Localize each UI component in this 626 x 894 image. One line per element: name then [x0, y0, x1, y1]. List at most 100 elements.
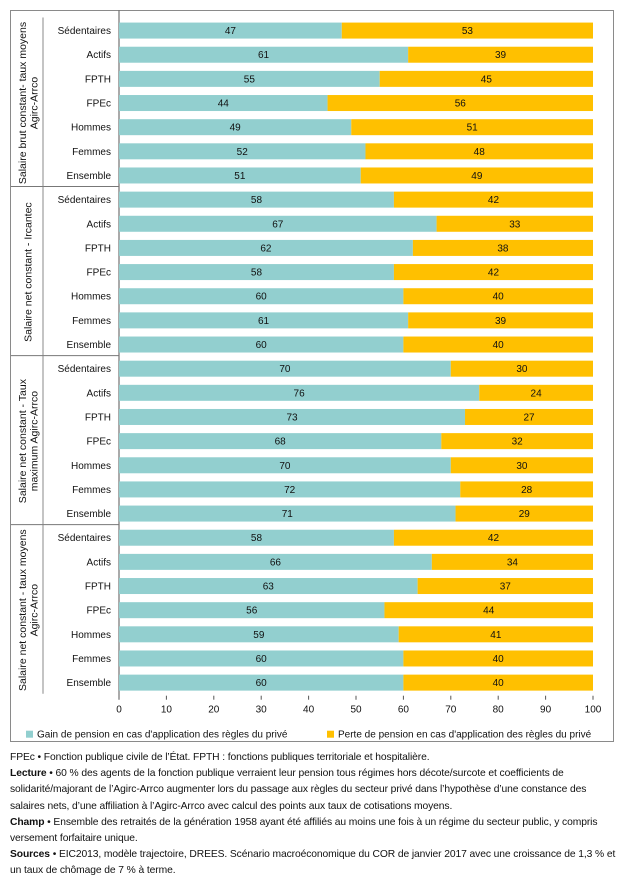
category-label: Hommes: [71, 123, 111, 134]
data-label-gain: 59: [253, 630, 265, 641]
data-label-perte: 53: [462, 26, 474, 37]
x-tick-label: 30: [256, 705, 268, 716]
category-label: Actifs: [87, 50, 111, 61]
category-label: FPEc: [87, 268, 111, 279]
note-lecture-text: • 60 % des agents de la fonction publiqu…: [10, 768, 587, 812]
bar-gain: [119, 22, 342, 39]
data-label-gain: 47: [225, 26, 237, 37]
bar-gain: [119, 215, 437, 232]
x-tick-label: 80: [493, 705, 505, 716]
bar-perte: [351, 119, 593, 136]
bar-gain: [119, 626, 399, 643]
bar-gain: [119, 167, 361, 184]
data-label-perte: 39: [495, 50, 507, 61]
category-label: FPTH: [85, 582, 111, 593]
bar-gain: [119, 529, 394, 546]
bar-gain: [119, 674, 404, 691]
bar-perte: [450, 360, 593, 377]
x-tick-label: 0: [116, 705, 122, 716]
bar-perte: [479, 384, 593, 401]
bar-perte: [403, 336, 593, 353]
bar-gain: [119, 505, 456, 522]
bar-perte: [384, 602, 593, 619]
bar-perte: [327, 95, 593, 112]
data-label-gain: 68: [275, 437, 287, 448]
bar-perte: [365, 143, 593, 160]
category-label: Sédentaires: [58, 195, 111, 206]
category-label: Ensemble: [67, 340, 112, 351]
bar-gain: [119, 46, 409, 63]
data-label-gain: 70: [279, 461, 291, 472]
note-definitions: FPEc • Fonction publique civile de l’Éta…: [10, 752, 430, 763]
bar-gain: [119, 336, 404, 353]
category-label: FPEc: [87, 606, 111, 617]
category-label: Sédentaires: [58, 26, 111, 37]
note-champ-label: Champ: [10, 816, 45, 828]
bar-gain: [119, 578, 418, 595]
legend-label-perte: Perte de pension en cas d'application de…: [338, 730, 592, 741]
note-lecture: Lecture • 60 % des agents de la fonction…: [10, 766, 616, 815]
data-label-perte: 30: [516, 461, 528, 472]
data-label-perte: 41: [490, 630, 502, 641]
x-tick-label: 50: [350, 705, 362, 716]
data-label-perte: 37: [500, 582, 512, 593]
data-label-gain: 67: [272, 219, 284, 230]
bar-perte: [379, 70, 593, 87]
data-label-perte: 42: [488, 268, 500, 279]
bar-gain: [119, 95, 328, 112]
category-label: FPEc: [87, 99, 111, 110]
data-label-gain: 58: [251, 268, 263, 279]
data-label-gain: 76: [294, 388, 306, 399]
data-label-perte: 40: [493, 292, 505, 303]
data-label-perte: 42: [488, 533, 500, 544]
bar-gain: [119, 360, 451, 377]
legend-label-gain: Gain de pension en cas d'application des…: [37, 730, 288, 741]
bar-gain: [119, 312, 409, 329]
category-label: Ensemble: [67, 171, 112, 182]
note-sources: Sources • EIC2013, modèle trajectoire, D…: [10, 847, 616, 879]
bar-perte: [431, 553, 593, 570]
note-lecture-label: Lecture: [10, 768, 47, 780]
data-label-gain: 60: [256, 340, 268, 351]
category-label: Hommes: [71, 461, 111, 472]
bar-perte: [408, 46, 593, 63]
bar-perte: [412, 239, 593, 256]
data-label-gain: 66: [270, 557, 282, 568]
x-tick-label: 70: [445, 705, 457, 716]
bar-gain: [119, 119, 352, 136]
data-label-gain: 55: [244, 74, 256, 85]
data-label-perte: 38: [497, 243, 509, 254]
x-tick-label: 90: [540, 705, 552, 716]
note-sources-label: Sources: [10, 849, 50, 861]
bar-gain: [119, 191, 394, 208]
category-label: FPEc: [87, 437, 111, 448]
bar-perte: [455, 505, 593, 522]
data-label-perte: 48: [474, 147, 486, 158]
bar-gain: [119, 239, 413, 256]
data-label-perte: 29: [519, 509, 531, 520]
data-label-gain: 63: [263, 582, 275, 593]
data-label-perte: 56: [455, 99, 467, 110]
group-label-line: Salaire net constant - Taux: [17, 378, 29, 503]
x-tick-label: 60: [398, 705, 410, 716]
x-tick-label: 10: [161, 705, 173, 716]
bar-perte: [403, 674, 593, 691]
bar-gain: [119, 70, 380, 87]
bar-perte: [341, 22, 593, 39]
data-label-perte: 51: [467, 123, 479, 134]
data-label-gain: 60: [256, 654, 268, 665]
group-label: Salaire net constant - Ircantec: [23, 202, 35, 342]
bar-perte: [450, 457, 593, 474]
bar-gain: [119, 384, 480, 401]
category-label: Femmes: [72, 316, 111, 327]
data-label-gain: 60: [256, 678, 268, 689]
group-label-line: Agirc-Arrco: [28, 77, 40, 130]
data-label-perte: 40: [493, 340, 505, 351]
data-label-perte: 32: [512, 437, 524, 448]
data-label-perte: 33: [509, 219, 521, 230]
bar-gain: [119, 481, 461, 498]
bar-perte: [460, 481, 593, 498]
group-label: Salaire brut constant- taux moyensAgirc-…: [17, 22, 41, 184]
data-label-gain: 60: [256, 292, 268, 303]
data-label-gain: 71: [282, 509, 294, 520]
